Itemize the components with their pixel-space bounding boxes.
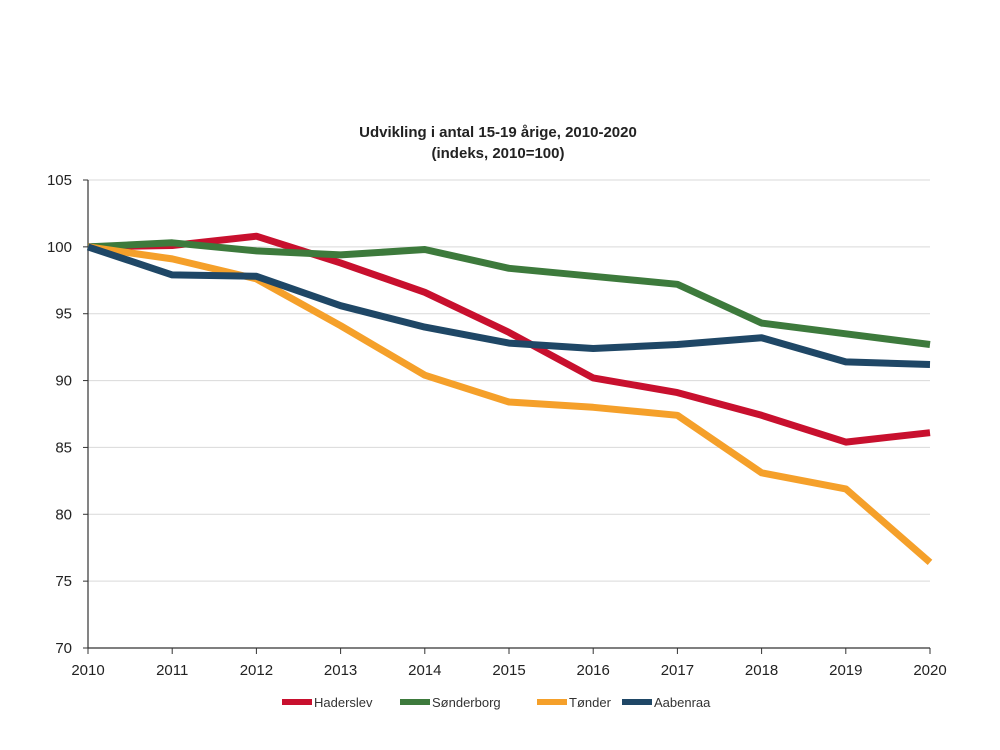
x-tick-label-2018: 2018 [745, 662, 778, 679]
chart-title: Udvikling i antal 15-19 årige, 2010-2020 [359, 124, 637, 141]
y-tick-label-100: 100 [47, 239, 72, 256]
legend-item-sonderborg: Sønderborg [400, 695, 501, 710]
x-tick-label-2017: 2017 [661, 662, 694, 679]
legend-label-aabenraa: Aabenraa [654, 695, 711, 710]
chart-subtitle: (indeks, 2010=100) [431, 145, 564, 162]
x-tick-label-2014: 2014 [408, 662, 441, 679]
y-tick-label-70: 70 [55, 640, 72, 657]
legend: Haderslev Sønderborg Tønder Aabenraa [282, 695, 711, 710]
legend-label-tonder: Tønder [569, 695, 612, 710]
x-tick-label-2011: 2011 [156, 662, 188, 679]
legend-item-tonder: Tønder [537, 695, 612, 710]
x-tick-label-2010: 2010 [71, 662, 104, 679]
series-line-aabenraa [86, 243, 931, 368]
legend-item-aabenraa: Aabenraa [622, 695, 711, 710]
y-tick-label-75: 75 [55, 573, 72, 590]
x-tick-label-2019: 2019 [829, 662, 862, 679]
x-tick-label-2015: 2015 [492, 662, 525, 679]
x-tick-label-2016: 2016 [577, 662, 610, 679]
x-tick-label-2020: 2020 [913, 662, 946, 679]
y-tick-label-85: 85 [55, 439, 72, 456]
series-line-sonderborg [87, 239, 931, 348]
x-tick-label-2013: 2013 [324, 662, 357, 679]
y-tick-label-95: 95 [55, 306, 72, 323]
y-tick-label-80: 80 [55, 506, 72, 523]
x-tick-label-2012: 2012 [240, 662, 273, 679]
legend-item-haderslev: Haderslev [282, 695, 373, 710]
series-layer [86, 232, 933, 566]
y-tick-label-90: 90 [55, 373, 72, 390]
series-line-haderslev [87, 232, 931, 446]
y-tick-label-105: 105 [47, 172, 72, 189]
legend-label-haderslev: Haderslev [314, 695, 373, 710]
series-line-tonder [87, 243, 933, 566]
legend-label-sonderborg: Sønderborg [432, 695, 501, 710]
axis-layer: 70 75 80 85 90 95 100 105 2010 2011 2012 2013 2014 20… [47, 172, 947, 679]
